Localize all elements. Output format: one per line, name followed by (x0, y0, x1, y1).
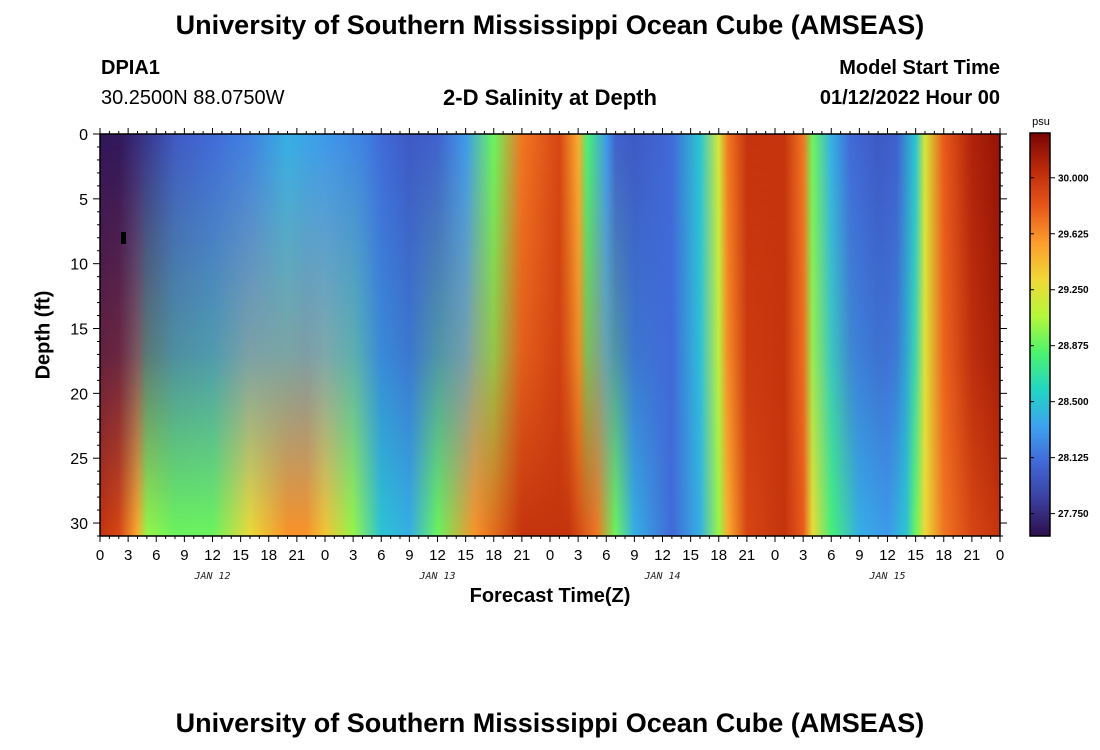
station-coords: 30.2500N 88.0750W (101, 87, 285, 109)
x-tick-label: 18 (485, 547, 502, 564)
colorbar-ramp (1029, 132, 1051, 537)
colorbar-tick-label: 28.500 (1058, 397, 1089, 408)
day-label: JAN 13 (418, 571, 455, 582)
surface-layer (100, 134, 1000, 536)
x-tick-label: 0 (321, 547, 329, 564)
colorbar-tick-label: 28.875 (1058, 341, 1089, 352)
x-tick-label: 6 (602, 547, 610, 564)
day-label: JAN 14 (643, 571, 680, 582)
x-tick-label: 15 (457, 547, 474, 564)
colorbar-unit: psu (1032, 116, 1050, 128)
x-tick-label: 18 (935, 547, 952, 564)
main-title: University of Southern Mississippi Ocean… (175, 10, 925, 40)
x-axis-label: Forecast Time(Z) (469, 585, 631, 607)
x-tick-label: 12 (879, 547, 896, 564)
colorbar-tick-label: 27.750 (1058, 509, 1089, 520)
station-id: DPIA1 (101, 57, 160, 79)
y-tick-label: 15 (70, 322, 88, 339)
y-tick-label: 5 (79, 192, 88, 209)
x-tick-label: 18 (260, 547, 277, 564)
y-tick-label: 25 (70, 451, 88, 468)
y-tick-label: 20 (70, 386, 88, 403)
x-tick-label: 15 (232, 547, 249, 564)
y-tick-label: 30 (70, 516, 88, 533)
x-tick-label: 21 (289, 547, 306, 564)
x-tick-label: 3 (124, 547, 132, 564)
x-tick-label: 12 (654, 547, 671, 564)
x-tick-label: 3 (349, 547, 357, 564)
colorbar-tick-label: 30.000 (1058, 173, 1089, 184)
x-tick-label: 6 (152, 547, 160, 564)
x-tick-label: 21 (964, 547, 981, 564)
heatmap-field (100, 134, 1000, 536)
x-tick-label: 21 (739, 547, 756, 564)
station-marker (121, 232, 126, 244)
x-tick-label: 0 (771, 547, 779, 564)
colorbar-tick-label: 28.125 (1058, 453, 1089, 464)
x-tick-label: 9 (855, 547, 863, 564)
x-tick-label: 15 (907, 547, 924, 564)
x-tick-label: 15 (682, 547, 699, 564)
colorbar-ticks: 30.000 29.625 29.250 28.875 28.500 28.125 27.7… (1030, 173, 1089, 520)
colorbar: psu 30.000 29.625 29.250 28.875 28.500 28.125… (1029, 116, 1089, 537)
y-tick-label: 0 (79, 127, 88, 144)
colorbar-tick-label: 29.625 (1058, 229, 1089, 240)
x-tick-label: 6 (377, 547, 385, 564)
x-tick-label: 9 (180, 547, 188, 564)
x-tick-label: 0 (996, 547, 1004, 564)
x-tick-label: 9 (405, 547, 413, 564)
colorbar-tick-label: 29.250 (1058, 285, 1089, 296)
day-label: JAN 15 (868, 571, 905, 582)
x-axis: 0 3 6 9 12 15 18 21 0 3 6 9 12 15 18 21 0 3 6 9 12 15 18 21 0 3 6 9… (96, 128, 1004, 582)
x-tick-label: 21 (514, 547, 531, 564)
model-start-label: Model Start Time (839, 57, 1000, 79)
x-tick-label: 9 (630, 547, 638, 564)
x-tick-label: 0 (96, 547, 104, 564)
x-tick-label: 18 (710, 547, 727, 564)
day-label: JAN 12 (193, 571, 230, 582)
x-tick-label: 0 (546, 547, 554, 564)
x-tick-label: 3 (799, 547, 807, 564)
model-start-value: 01/12/2022 Hour 00 (819, 87, 1000, 109)
y-axis: 0 5 10 15 20 25 30 (70, 127, 1007, 537)
salinity-heatmap: 0 3 6 9 12 15 18 21 0 3 6 9 12 15 18 21 0 3 6 9 12 15 18 21 0 3 6 9… (70, 127, 1007, 582)
x-tick-label: 6 (827, 547, 835, 564)
x-tick-label: 12 (204, 547, 221, 564)
plot-title: 2-D Salinity at Depth (443, 85, 657, 110)
footer-title: University of Southern Mississippi Ocean… (175, 708, 925, 738)
x-tick-label: 3 (574, 547, 582, 564)
y-tick-label: 10 (70, 257, 88, 274)
x-tick-label: 12 (429, 547, 446, 564)
